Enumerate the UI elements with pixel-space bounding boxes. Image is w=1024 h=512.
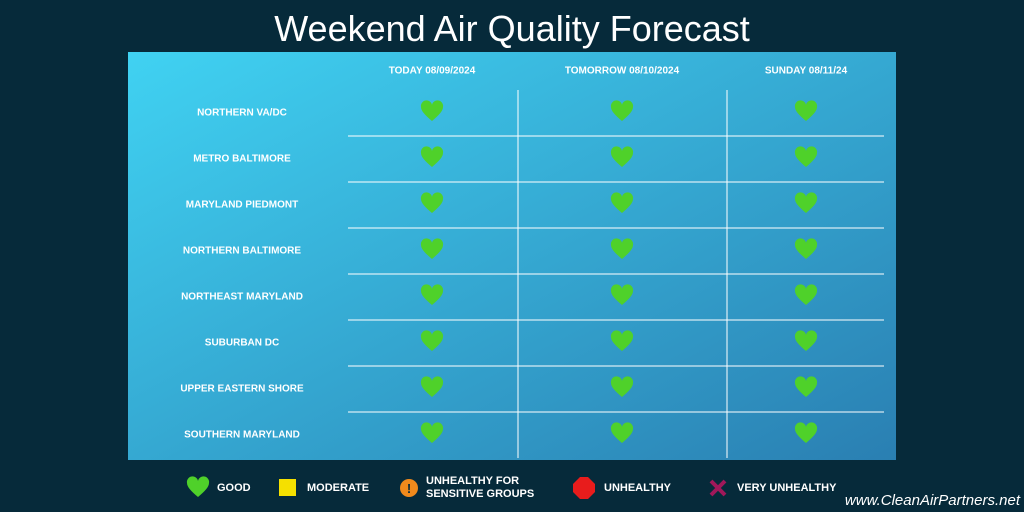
legend-label: UNHEALTHY FOR SENSITIVE GROUPS bbox=[426, 475, 535, 500]
legend-label: UNHEALTHY bbox=[604, 482, 672, 494]
row-label: NORTHERN VA/DC bbox=[197, 107, 287, 119]
legend-exclaim: ! bbox=[407, 481, 411, 496]
legend-octagon bbox=[573, 477, 595, 499]
row-label: SOUTHERN MARYLAND bbox=[184, 429, 300, 441]
legend-circle bbox=[400, 479, 418, 497]
legend-label: MODERATE bbox=[307, 482, 370, 494]
title: Weekend Air Quality Forecast bbox=[274, 8, 750, 49]
legend-square bbox=[279, 479, 296, 496]
row-label: METRO BALTIMORE bbox=[193, 153, 291, 165]
row-label: UPPER EASTERN SHORE bbox=[180, 383, 304, 395]
legend-x bbox=[709, 479, 727, 497]
column-header: SUNDAY 08/11/24 bbox=[764, 65, 848, 77]
column-header: TODAY 08/09/2024 bbox=[388, 65, 476, 77]
row-label: NORTHEAST MARYLAND bbox=[181, 291, 303, 303]
legend-heart bbox=[186, 476, 210, 497]
column-header: TOMORROW 08/10/2024 bbox=[564, 65, 680, 77]
row-label: NORTHERN BALTIMORE bbox=[182, 245, 302, 257]
legend-label: GOOD bbox=[217, 482, 251, 494]
panel bbox=[128, 52, 896, 460]
footer: www.CleanAirPartners.net bbox=[844, 492, 1020, 509]
row-label: SUBURBAN DC bbox=[204, 337, 280, 349]
legend-label: VERY UNHEALTHY bbox=[737, 482, 837, 494]
row-label: MARYLAND PIEDMONT bbox=[185, 199, 299, 211]
